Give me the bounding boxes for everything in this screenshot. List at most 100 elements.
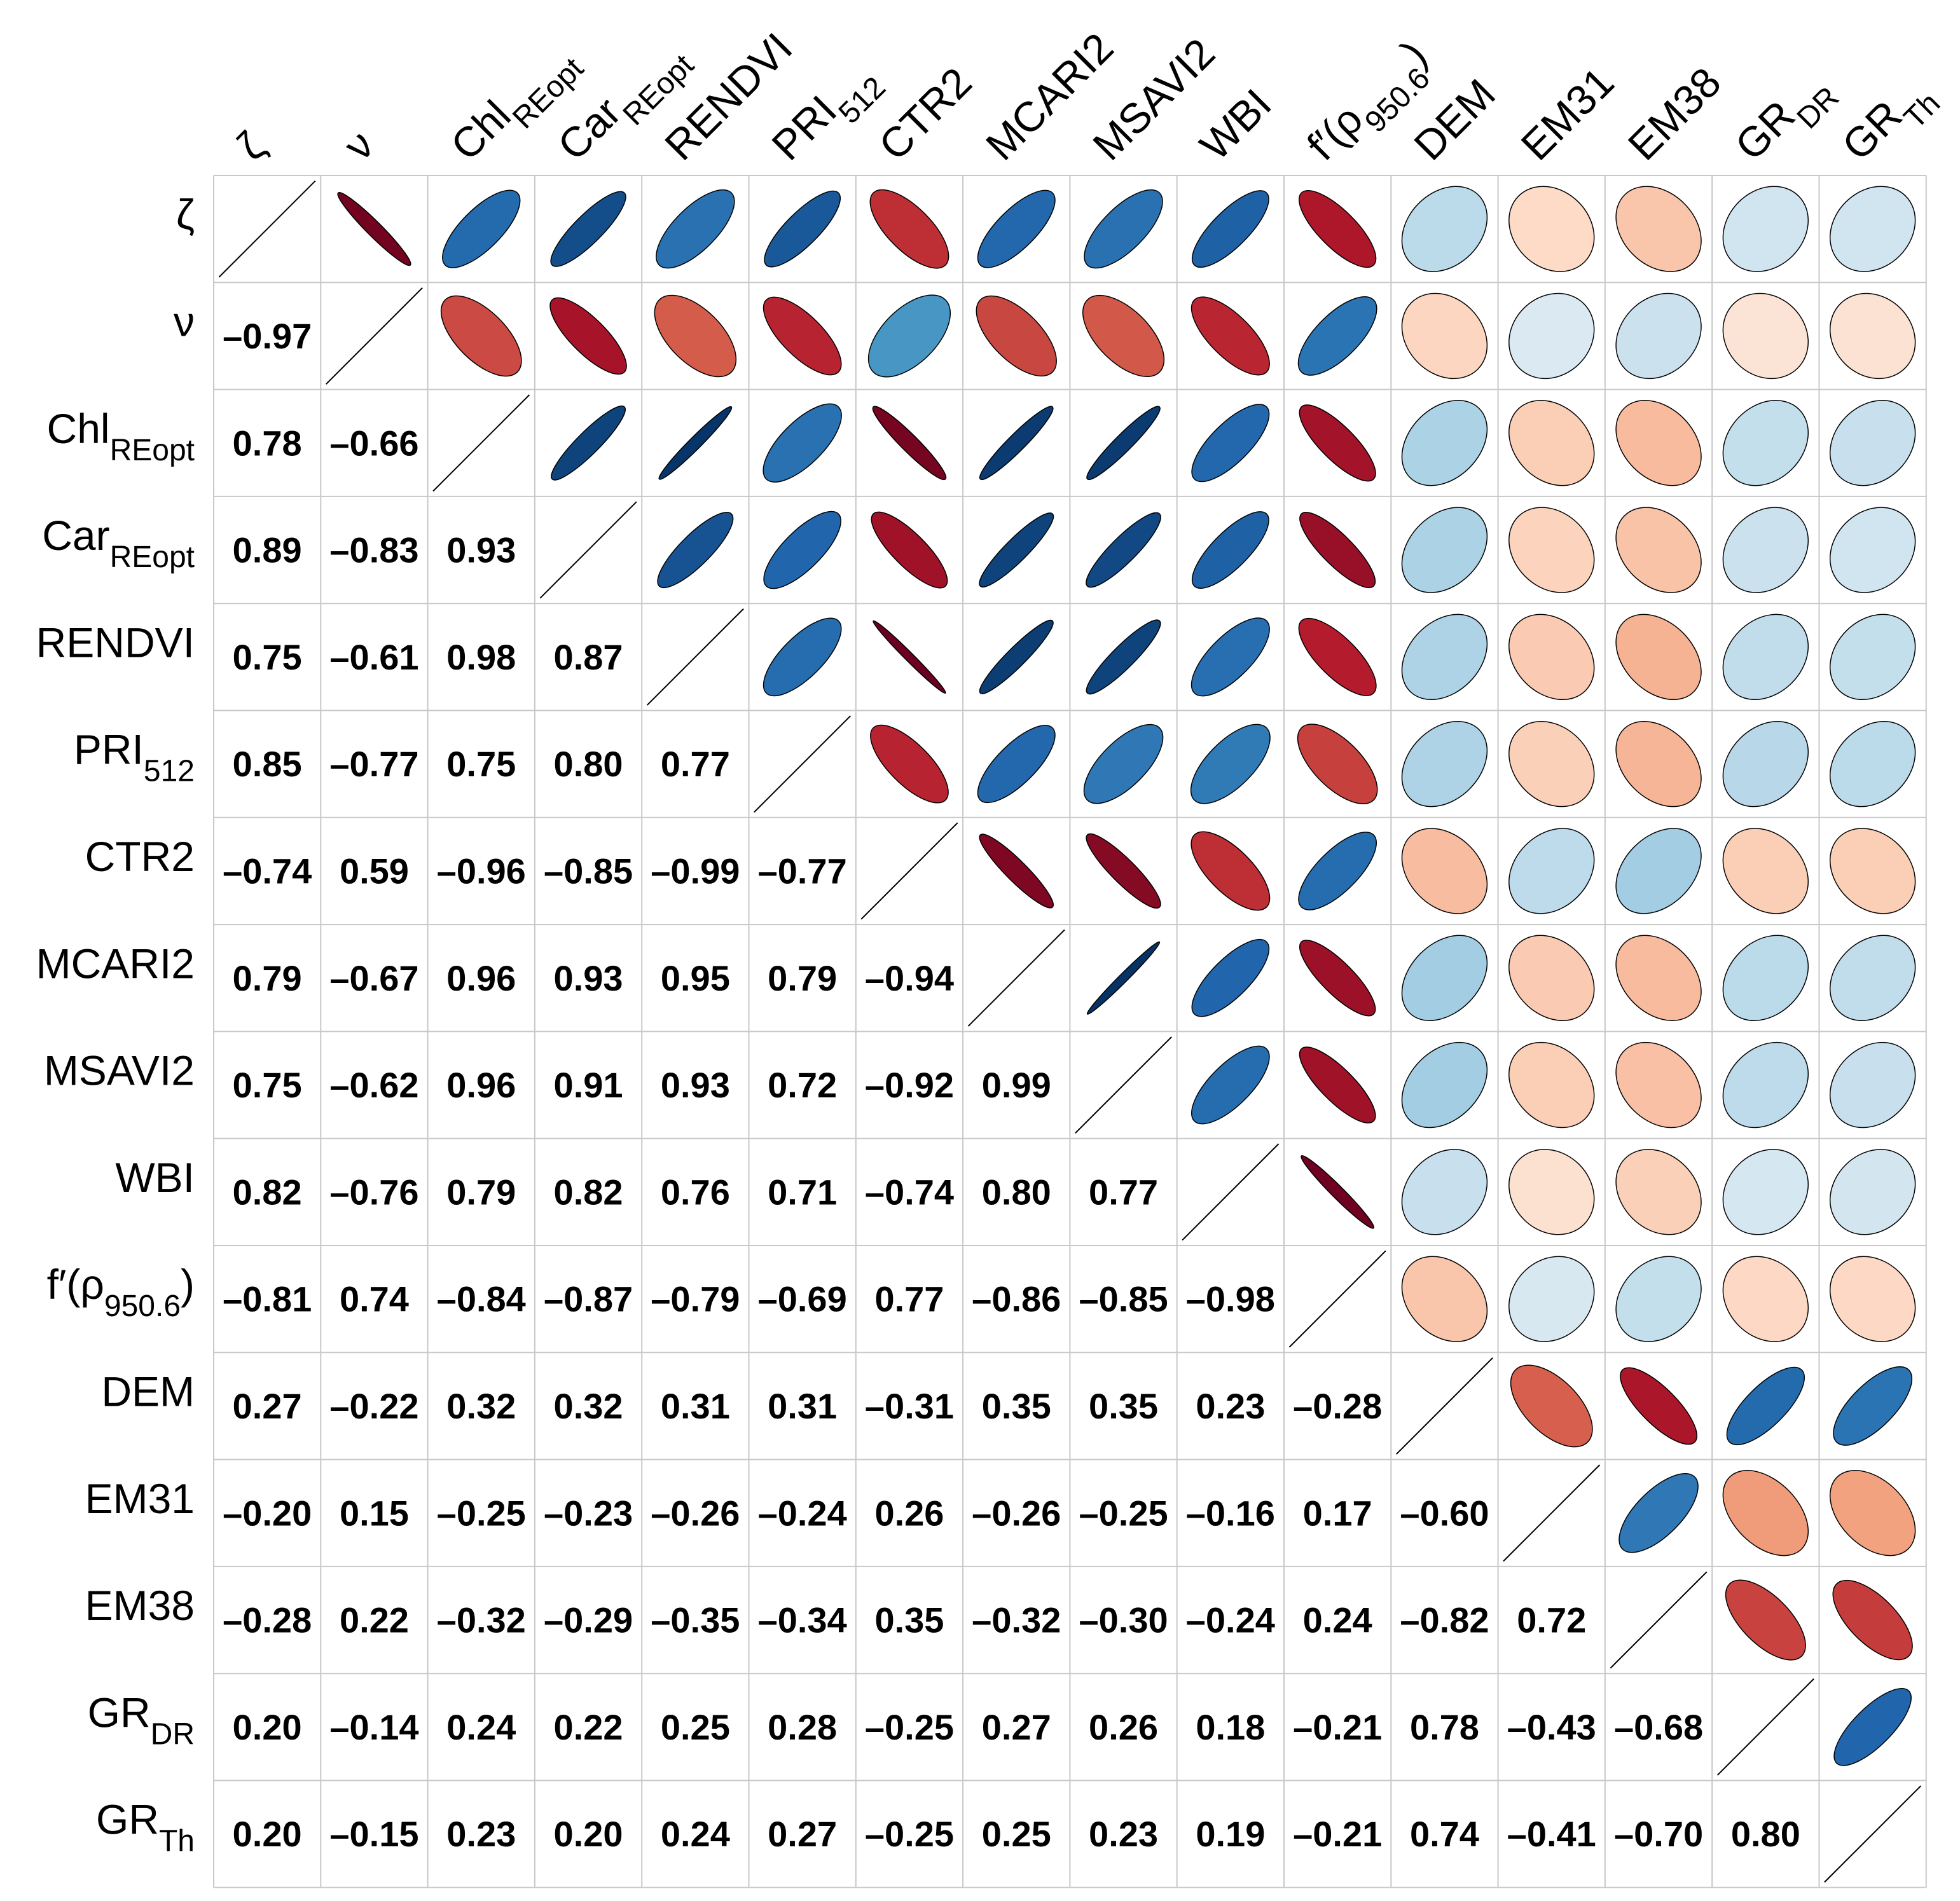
correlation-ellipse-zeta-mcari2 [977,189,1056,268]
column-label-em31: EM31 [1512,58,1622,169]
correlation-value-mcari2-zeta: 0.79 [233,958,302,998]
correlation-value-grth-em38: –0.70 [1614,1814,1703,1854]
correlation-ellipse-pri-mcari2 [977,725,1056,804]
label-subscript: REopt [110,433,195,467]
correlation-ellipse-nu-chl [440,295,522,377]
correlation-ellipse-chl-car [551,405,626,481]
correlation-ellipse-chl-rendvi [658,406,733,480]
correlation-ellipse-ctr2-grdr [1722,828,1809,914]
correlation-ellipse-chl-dem [1401,400,1488,486]
diagonal-line-msavi2 [1075,1036,1172,1134]
correlation-value-pri-rendvi: 0.77 [661,744,730,784]
correlation-value-em38-zeta: –0.28 [223,1600,312,1640]
row-label-wbi: WBI [115,1154,195,1201]
correlation-value-mcari2-chl: 0.96 [446,958,516,998]
column-label-nu: ν [335,121,383,169]
correlation-value-grdr-zeta: 0.20 [233,1707,302,1747]
correlation-value-wbi-ctr2: –0.74 [865,1172,954,1212]
correlation-ellipse-car-ctr2 [871,511,948,589]
correlation-value-grdr-pri: 0.28 [768,1707,837,1747]
correlation-value-wbi-msavi2: 0.77 [1089,1172,1158,1212]
correlation-value-grdr-msavi2: 0.26 [1089,1707,1158,1747]
correlation-value-dem-nu: –0.22 [329,1386,418,1426]
correlation-ellipse-fprime-em31 [1508,1256,1595,1342]
correlation-value-msavi2-rendvi: 0.93 [661,1065,730,1105]
correlation-value-em31-car: –0.23 [544,1493,633,1533]
diagonal-line-rendvi [646,608,744,706]
correlation-value-rendvi-car: 0.87 [554,637,623,677]
correlation-ellipse-nu-pri [763,296,842,376]
label-subscript: 512 [144,754,195,788]
correlation-value-grdr-chl: 0.24 [446,1707,516,1747]
correlation-ellipse-zeta-rendvi [656,189,735,269]
correlation-value-nu-zeta: –0.97 [223,316,312,356]
column-label-fprime: f′(ρ950.6) [1298,31,1446,179]
correlation-value-em38-dem: –0.82 [1400,1600,1489,1640]
correlation-ellipse-em31-grdr [1722,1470,1809,1556]
correlation-value-ctr2-car: –0.85 [544,851,633,891]
correlation-ellipse-fprime-dem [1401,1256,1488,1342]
label-base: EM38 [85,1582,195,1629]
correlation-ellipse-chl-ctr2 [872,406,947,481]
correlation-value-wbi-pri: 0.71 [768,1172,837,1212]
correlation-value-grdr-wbi: 0.18 [1196,1707,1265,1747]
correlation-ellipse-nu-wbi [1190,296,1270,376]
correlation-ellipse-car-rendvi [657,512,734,589]
diagonal-line-ctr2 [860,822,958,920]
label-base: WBI [1190,79,1280,168]
correlation-value-em31-mcari2: –0.26 [972,1493,1061,1533]
correlation-value-fprime-nu: 0.74 [340,1279,409,1319]
correlation-value-rendvi-chl: 0.98 [446,637,516,677]
label-base: Chl [441,92,519,169]
row-label-grth: GRTh [96,1796,195,1858]
diagonal-line-em31 [1503,1464,1601,1562]
row-label-fprime: f′(ρ950.6) [47,1261,195,1322]
correlation-ellipse-rendvi-fprime [1298,617,1377,696]
column-label-wbi: WBI [1190,79,1280,168]
correlation-value-dem-rendvi: 0.31 [661,1386,730,1426]
label-base: CTR2 [85,833,195,880]
row-label-ctr2: CTR2 [85,833,195,880]
correlation-ellipse-chl-grdr [1722,400,1809,486]
row-label-zeta: ζ [176,191,195,238]
correlation-value-pri-nu: –0.77 [329,744,418,784]
correlation-value-grth-rendvi: 0.24 [661,1814,730,1854]
diagonal-line-fprime [1288,1250,1386,1348]
label-base: RENDVI [36,619,195,666]
correlation-value-em31-wbi: –0.16 [1186,1493,1275,1533]
correlation-ellipse-nu-msavi2 [1082,294,1165,378]
correlation-ellipse-car-grth [1829,507,1916,593]
correlation-ellipse-nu-mcari2 [976,295,1057,377]
correlation-ellipse-car-msavi2 [1086,512,1161,588]
label-base: MSAVI2 [44,1047,195,1094]
correlation-value-dem-msavi2: 0.35 [1089,1386,1158,1426]
correlation-value-chl-zeta: 0.78 [233,423,302,463]
correlation-value-em38-msavi2: –0.30 [1079,1600,1168,1640]
correlation-value-em38-fprime: 0.24 [1303,1600,1372,1640]
correlation-ellipse-wbi-grth [1829,1149,1916,1235]
correlation-value-grth-mcari2: 0.25 [982,1814,1051,1854]
correlation-value-ctr2-zeta: –0.74 [223,851,312,891]
correlation-ellipse-nu-grth [1829,292,1916,380]
diagonal-line-chl [432,394,530,492]
diagonal-line-dem [1396,1357,1493,1455]
correlation-value-car-nu: –0.83 [329,530,418,570]
column-label-grth: GRTh [1833,66,1947,180]
correlation-ellipse-nu-grdr [1722,292,1809,380]
correlation-value-em38-rendvi: –0.35 [651,1600,740,1640]
label-base: GR [1833,92,1910,169]
correlation-ellipse-pri-fprime [1297,724,1378,804]
label-base: ζ [176,191,195,238]
correlation-value-grdr-em38: –0.68 [1614,1707,1703,1747]
correlation-value-grdr-mcari2: 0.27 [982,1707,1051,1747]
correlation-value-em38-car: –0.29 [544,1600,633,1640]
column-label-grdr: GRDR [1726,60,1846,180]
correlation-value-grth-pri: 0.27 [768,1814,837,1854]
correlation-ellipse-zeta-nu [337,192,411,266]
correlation-ellipse-zeta-grth [1829,186,1916,272]
correlation-ellipse-chl-msavi2 [1086,406,1161,481]
label-subscript: REopt [110,540,195,574]
label-base: PRI [763,86,845,169]
row-label-em31: EM31 [85,1475,195,1522]
correlation-ellipse-em31-em38 [1618,1472,1699,1553]
